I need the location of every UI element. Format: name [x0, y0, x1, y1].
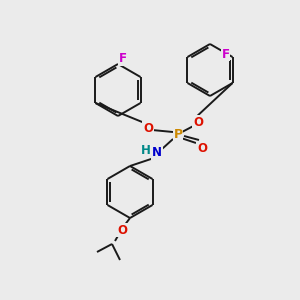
- Text: O: O: [197, 142, 207, 155]
- Text: O: O: [117, 224, 127, 236]
- Text: O: O: [193, 116, 203, 128]
- Text: O: O: [143, 122, 153, 134]
- Text: P: P: [173, 128, 183, 142]
- Text: F: F: [221, 47, 230, 61]
- Text: F: F: [119, 52, 127, 65]
- Text: H: H: [141, 143, 151, 157]
- Text: N: N: [152, 146, 162, 160]
